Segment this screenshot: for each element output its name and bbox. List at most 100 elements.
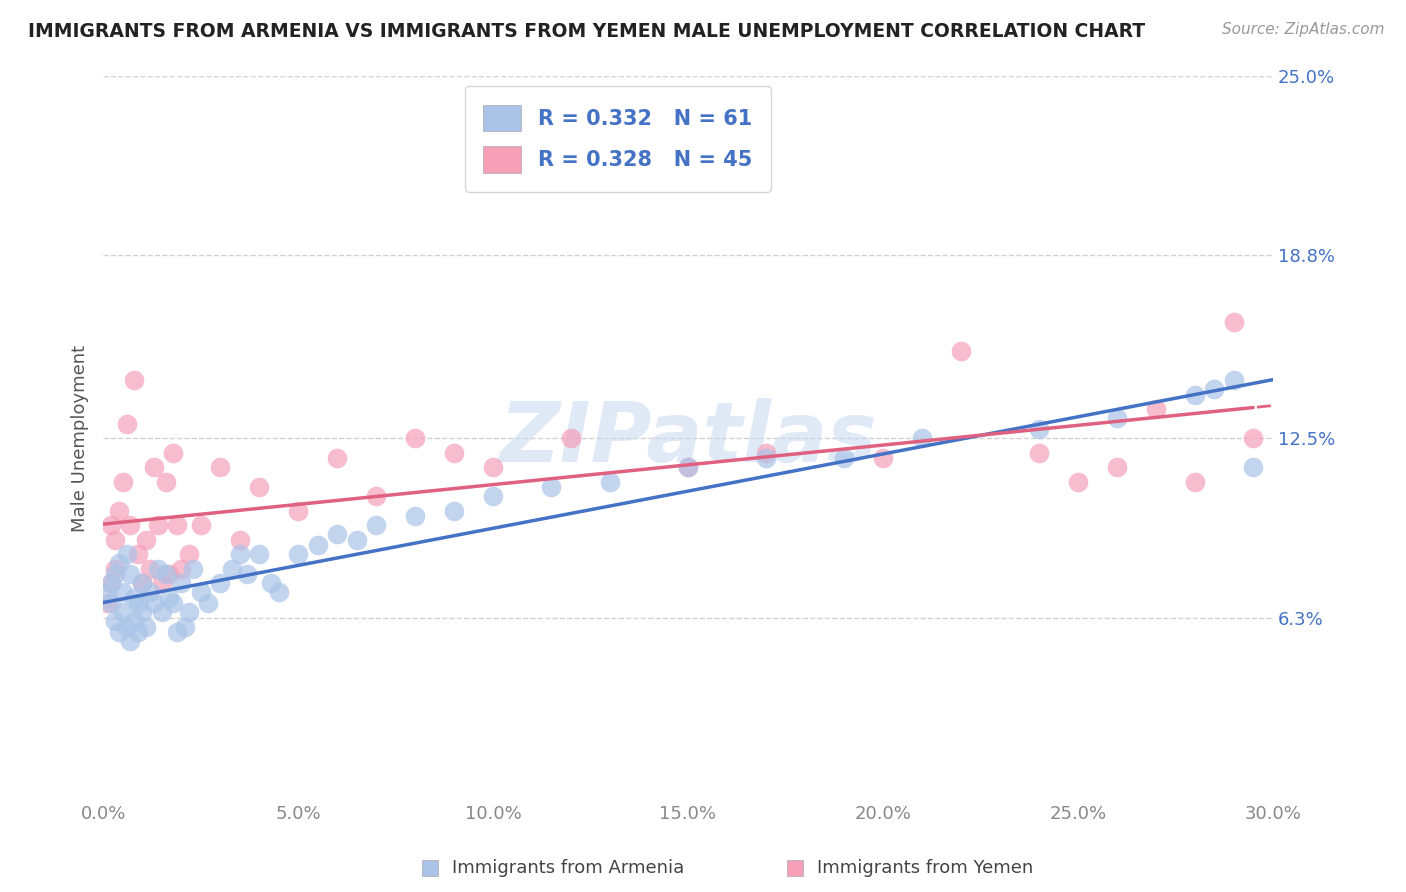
Point (267, 584, 290, 599)
Point (107, 625, 129, 640)
Text: Immigrants from Yemen: Immigrants from Yemen (817, 859, 1033, 877)
Point (104, 567, 127, 582)
Point (1067, 475, 1090, 489)
Text: IMMIGRANTS FROM ARMENIA VS IMMIGRANTS FROM YEMEN MALE UNEMPLOYMENT CORRELATION C: IMMIGRANTS FROM ARMENIA VS IMMIGRANTS FR… (28, 22, 1146, 41)
Point (1105, 410, 1128, 425)
Point (166, 518, 188, 533)
Bar (787, 860, 803, 876)
Point (236, 567, 259, 582)
Point (135, 533, 157, 547)
Point (100, 576, 122, 591)
Point (111, 584, 134, 599)
Point (181, 561, 204, 575)
Point (120, 518, 142, 533)
Point (190, 518, 212, 533)
Point (111, 475, 134, 489)
Point (287, 547, 309, 561)
Point (150, 605, 173, 619)
Point (260, 576, 283, 591)
Point (115, 547, 138, 561)
Point (209, 576, 232, 591)
Point (146, 561, 169, 575)
Point (139, 584, 162, 599)
Point (124, 614, 146, 628)
Point (872, 451, 894, 466)
Point (120, 567, 142, 582)
Point (599, 475, 621, 489)
Point (111, 605, 134, 619)
Point (1105, 460, 1128, 475)
Point (443, 445, 465, 459)
Point (142, 596, 165, 610)
Point (155, 567, 177, 582)
Point (104, 614, 127, 628)
Text: ZIPatlas: ZIPatlas (499, 398, 877, 479)
Point (127, 547, 149, 561)
Point (1028, 445, 1050, 459)
Point (1144, 402, 1167, 417)
Point (150, 576, 173, 591)
Point (124, 373, 146, 387)
Point (100, 576, 122, 591)
Point (104, 533, 127, 547)
Point (170, 561, 193, 575)
Point (166, 625, 188, 640)
Legend: R = 0.332   N = 61, R = 0.328   N = 45: R = 0.332 N = 61, R = 0.328 N = 45 (465, 86, 770, 192)
Point (482, 460, 505, 475)
Point (540, 480, 562, 494)
Bar (422, 860, 437, 876)
Point (221, 561, 243, 575)
Point (142, 460, 165, 475)
Point (120, 634, 142, 648)
Point (1204, 382, 1226, 396)
Point (676, 460, 699, 475)
Point (1241, 460, 1264, 475)
Point (96, 584, 118, 599)
Point (197, 596, 219, 610)
Point (832, 451, 855, 466)
Point (326, 526, 349, 541)
Point (307, 538, 329, 552)
Point (174, 619, 197, 633)
Point (443, 503, 465, 517)
Point (127, 625, 149, 640)
Point (115, 417, 138, 431)
Point (1241, 431, 1264, 445)
Point (155, 475, 177, 489)
Point (190, 584, 212, 599)
Point (100, 596, 122, 610)
Text: Immigrants from Armenia: Immigrants from Armenia (451, 859, 685, 877)
Point (157, 567, 180, 582)
Point (1222, 373, 1244, 387)
Point (1222, 315, 1244, 329)
Point (247, 547, 270, 561)
Point (162, 445, 184, 459)
Point (911, 431, 934, 445)
Point (96, 596, 118, 610)
Point (404, 431, 426, 445)
Point (177, 605, 200, 619)
Point (107, 556, 129, 570)
Point (209, 460, 232, 475)
Point (127, 596, 149, 610)
Point (482, 489, 505, 503)
Point (131, 576, 153, 591)
Point (364, 518, 387, 533)
Point (170, 576, 193, 591)
Point (228, 533, 250, 547)
Point (247, 480, 270, 494)
Point (115, 619, 138, 633)
Point (177, 547, 200, 561)
Point (1028, 422, 1050, 436)
Point (135, 619, 157, 633)
Point (131, 605, 153, 619)
Point (228, 547, 250, 561)
Y-axis label: Male Unemployment: Male Unemployment (72, 344, 89, 532)
Point (676, 460, 699, 475)
Point (326, 451, 349, 466)
Point (107, 503, 129, 517)
Point (755, 451, 778, 466)
Point (131, 576, 153, 591)
Point (346, 533, 368, 547)
Point (157, 591, 180, 605)
